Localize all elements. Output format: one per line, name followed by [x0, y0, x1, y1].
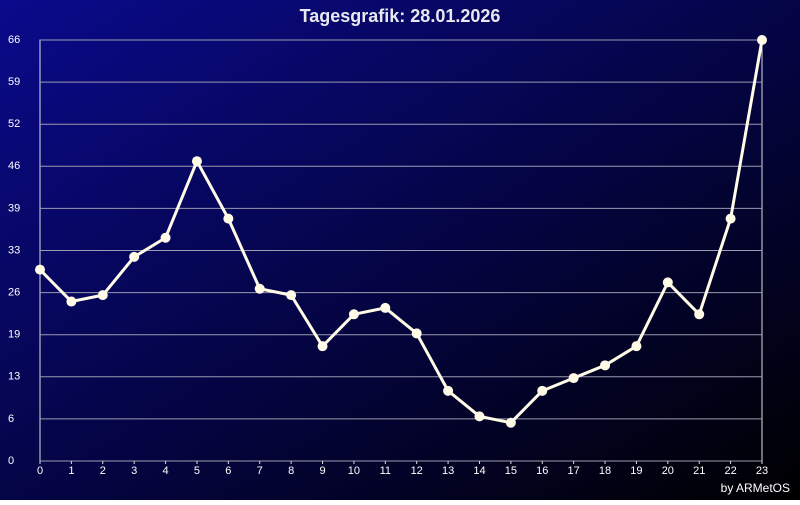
point	[380, 302, 391, 313]
x-tick-label: 21	[693, 465, 705, 477]
point	[317, 341, 328, 352]
point	[35, 264, 45, 275]
x-tick-label: 11	[380, 465, 391, 477]
y-tick-label: 33	[8, 244, 20, 256]
point	[694, 309, 705, 320]
point	[725, 213, 736, 224]
point	[411, 328, 422, 339]
y-tick-label: 46	[8, 160, 20, 172]
point	[97, 290, 108, 301]
point	[631, 341, 642, 352]
x-tick-label: 15	[505, 465, 517, 477]
y-tick-label: 39	[8, 202, 20, 214]
x-tick-label: 10	[348, 465, 360, 477]
x-tick-label: 23	[756, 465, 768, 477]
x-tick-label: 1	[68, 465, 74, 477]
point	[348, 309, 359, 320]
x-tick-label: 7	[257, 465, 263, 477]
point	[474, 411, 485, 422]
x-tick-label: 19	[630, 465, 642, 477]
y-tick-label: 26	[8, 287, 20, 299]
y-tick-label: 19	[8, 329, 20, 341]
point	[600, 360, 611, 371]
x-tick-label: 18	[599, 465, 611, 477]
point	[66, 296, 77, 307]
y-tick-label: 0	[8, 455, 14, 467]
footer: by ARMetOS	[721, 481, 790, 495]
x-tick-label: 22	[724, 465, 736, 477]
line	[38, 39, 764, 425]
point	[443, 385, 454, 396]
x-tick-label: 8	[288, 465, 294, 477]
point	[129, 251, 140, 262]
x-tick-label: 2	[100, 465, 106, 477]
x-tick-label: 6	[225, 465, 231, 477]
chart-title: Tagesgrafik: 28.01.2026	[300, 6, 501, 26]
y-tick-label: 13	[8, 371, 20, 383]
x-tick-label: 0	[37, 465, 43, 477]
point	[223, 213, 234, 224]
x-tick-label: 12	[411, 465, 423, 477]
y-tick-label: 59	[8, 76, 20, 88]
y-tick-label: 66	[8, 34, 20, 46]
y-tick-label: 52	[8, 118, 20, 130]
x-tick-label: 16	[536, 465, 548, 477]
point	[757, 35, 767, 45]
point	[160, 232, 171, 243]
point	[254, 283, 265, 294]
point	[568, 373, 579, 384]
point	[286, 290, 297, 301]
x-tick-label: 17	[568, 465, 580, 477]
x-tick-label: 5	[194, 465, 200, 477]
point	[537, 385, 548, 396]
y-tick-label: 6	[8, 413, 14, 425]
x-tick-label: 4	[163, 465, 169, 477]
point	[505, 417, 516, 428]
x-tick-label: 9	[319, 465, 325, 477]
point	[191, 156, 202, 167]
x-tick-label: 13	[442, 465, 454, 477]
x-tick-label: 20	[662, 465, 674, 477]
x-tick-label: 3	[131, 465, 137, 477]
point	[662, 277, 673, 288]
x-tick-label: 14	[473, 465, 485, 477]
